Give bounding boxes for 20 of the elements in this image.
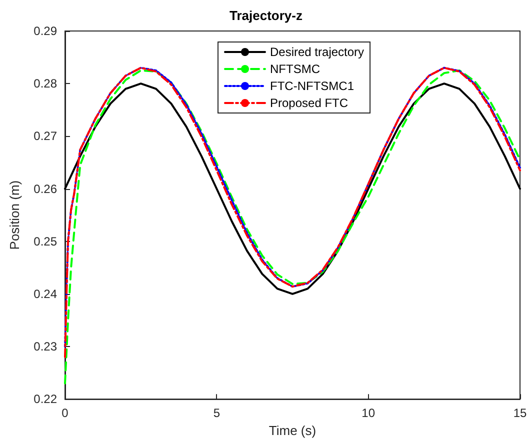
y-tick-label: 0.23 bbox=[34, 340, 58, 354]
chart-title: Trajectory-z bbox=[230, 8, 303, 23]
y-tick-label: 0.22 bbox=[34, 392, 58, 406]
y-axis-title: Position (m) bbox=[7, 180, 22, 250]
y-tick-label: 0.24 bbox=[34, 286, 58, 301]
legend-label: Desired trajectory bbox=[270, 45, 364, 59]
x-axis-title: Time (s) bbox=[268, 423, 316, 438]
y-tick-label: 0.25 bbox=[34, 234, 58, 248]
y-tick-label: 0.26 bbox=[34, 182, 58, 196]
y-tick-label: 0.27 bbox=[34, 129, 58, 144]
line-series bbox=[64, 82, 521, 295]
x-tick-label: 10 bbox=[362, 406, 376, 420]
x-tick-label: 15 bbox=[513, 406, 527, 420]
x-tick-label: 0 bbox=[62, 406, 69, 420]
legend-label: Proposed FTC bbox=[270, 96, 348, 110]
legend-label: FTC-NFTSMC1 bbox=[270, 79, 354, 93]
legend-label: NFTSMC bbox=[270, 62, 320, 76]
x-tick-label: 5 bbox=[213, 406, 220, 420]
y-tick-label: 0.28 bbox=[34, 76, 58, 91]
y-tick-label: 0.29 bbox=[34, 24, 58, 38]
